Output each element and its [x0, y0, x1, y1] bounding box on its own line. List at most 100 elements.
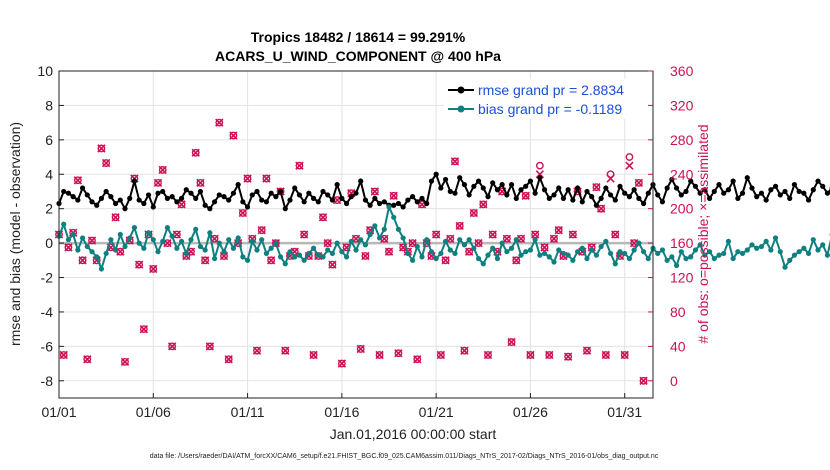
- bias-point: [343, 254, 350, 260]
- rmse-point: [381, 199, 387, 205]
- bias-point: [640, 249, 647, 255]
- y-left-tick-label: 4: [45, 166, 53, 182]
- rmse-point: [136, 197, 142, 203]
- legend-rmse-marker: [457, 86, 465, 94]
- obs-possible-marker: [634, 178, 643, 187]
- obs-possible-marker: [502, 234, 511, 243]
- obs-assimilated-marker: [389, 191, 398, 200]
- rmse-point: [65, 190, 72, 196]
- obs-assimilated-stroke: [563, 352, 573, 361]
- rmse-point: [475, 178, 482, 184]
- rmse-point: [150, 204, 156, 210]
- rmse-point: [320, 188, 326, 195]
- obs-possible-marker: [215, 118, 224, 127]
- obs-assimilated-stroke: [219, 251, 229, 261]
- rmse-point: [603, 185, 609, 191]
- obs-assimilated-marker: [120, 357, 130, 367]
- obs-assimilated-marker: [370, 187, 380, 196]
- rmse-point: [89, 199, 95, 205]
- bias-point: [485, 252, 491, 258]
- bias-point: [442, 238, 449, 244]
- obs-assimilated-marker: [455, 221, 464, 231]
- obs-possible-marker: [370, 187, 379, 196]
- x-axis-label: Jan.01,2016 00:00:00 start: [330, 426, 497, 442]
- obs-possible-marker: [550, 234, 558, 243]
- obs-assimilated-stroke: [394, 349, 403, 358]
- obs-assimilated-stroke: [266, 256, 276, 265]
- obs-possible-marker: [158, 166, 167, 174]
- rmse-point: [391, 202, 397, 208]
- obs-assimilated-stroke: [606, 174, 615, 183]
- obs-assimilated-stroke: [634, 178, 644, 188]
- rmse-point: [744, 175, 750, 181]
- rmse-point: [716, 181, 722, 188]
- bias-point: [824, 252, 830, 258]
- rmse-point: [570, 197, 576, 203]
- bias-point: [287, 249, 293, 255]
- obs-assimilated-stroke: [436, 350, 446, 360]
- obs-possible-marker: [300, 230, 309, 239]
- rmse-point: [626, 194, 633, 200]
- bias-point: [452, 250, 458, 257]
- bias-point: [725, 238, 732, 244]
- rmse-point: [296, 192, 303, 198]
- obs-possible-marker: [469, 209, 478, 217]
- obs-possible-marker: [639, 376, 648, 385]
- obs-possible-marker: [257, 226, 266, 235]
- rmse-point: [607, 192, 614, 198]
- obs-possible-marker: [281, 346, 290, 355]
- rmse-point: [193, 195, 199, 201]
- bias-point: [79, 235, 86, 241]
- bias-point: [697, 242, 703, 248]
- bias-point: [466, 237, 472, 243]
- rmse-point: [183, 187, 189, 193]
- rmse-point: [216, 192, 222, 198]
- rmse-point: [678, 192, 684, 198]
- rmse-point: [343, 200, 350, 207]
- bias-point: [174, 245, 180, 251]
- rmse-point: [640, 200, 647, 207]
- obs-assimilated-stroke: [92, 256, 101, 265]
- obs-assimilated-marker: [365, 226, 375, 235]
- y-left-tick-label: 0: [45, 235, 53, 251]
- obs-assimilated-marker: [582, 346, 592, 355]
- rmse-point: [758, 190, 765, 196]
- obs-possible-marker: [253, 346, 261, 355]
- legend-box: [444, 79, 648, 119]
- y-right-tick-label: 360: [670, 63, 694, 79]
- obs-assimilated-stroke: [224, 355, 233, 364]
- bias-point: [636, 240, 642, 246]
- bias-point: [376, 235, 383, 241]
- obs-possible-marker: [356, 345, 365, 353]
- rmse-point: [310, 195, 317, 201]
- obs-assimilated-stroke: [337, 359, 347, 368]
- rmse-point: [782, 188, 788, 195]
- bias-point: [433, 255, 439, 262]
- obs-assimilated-stroke: [554, 226, 563, 235]
- bias-point: [178, 238, 185, 244]
- bias-point: [117, 231, 123, 238]
- bias-point: [381, 226, 387, 232]
- obs-assimilated-stroke: [149, 264, 158, 274]
- bias-point: [490, 245, 496, 251]
- obs-assimilated-stroke: [238, 208, 248, 218]
- bias-point: [763, 238, 769, 244]
- y-axis-left-label: rmse and bias (model - observation): [7, 122, 23, 346]
- obs-possible-marker: [436, 351, 445, 359]
- obs-assimilated-stroke: [625, 161, 634, 170]
- y-axis-right-label: # of obs: o=possible; ×=assimilated: [695, 124, 711, 343]
- bias-point: [622, 250, 628, 257]
- y-left-tick-label: 2: [45, 201, 53, 217]
- bias-point: [791, 252, 798, 258]
- obs-possible-marker: [323, 239, 332, 248]
- obs-possible-marker: [309, 351, 318, 359]
- obs-assimilated-stroke: [389, 191, 398, 200]
- obs-assimilated-marker: [620, 350, 629, 360]
- bias-point: [768, 247, 774, 253]
- rmse-point: [376, 200, 383, 207]
- y-right-tick-label: 240: [670, 166, 694, 182]
- obs-assimilated-stroke: [205, 342, 215, 351]
- rmse-point: [721, 190, 727, 196]
- obs-possible-marker: [535, 161, 544, 170]
- bias-point: [235, 235, 241, 241]
